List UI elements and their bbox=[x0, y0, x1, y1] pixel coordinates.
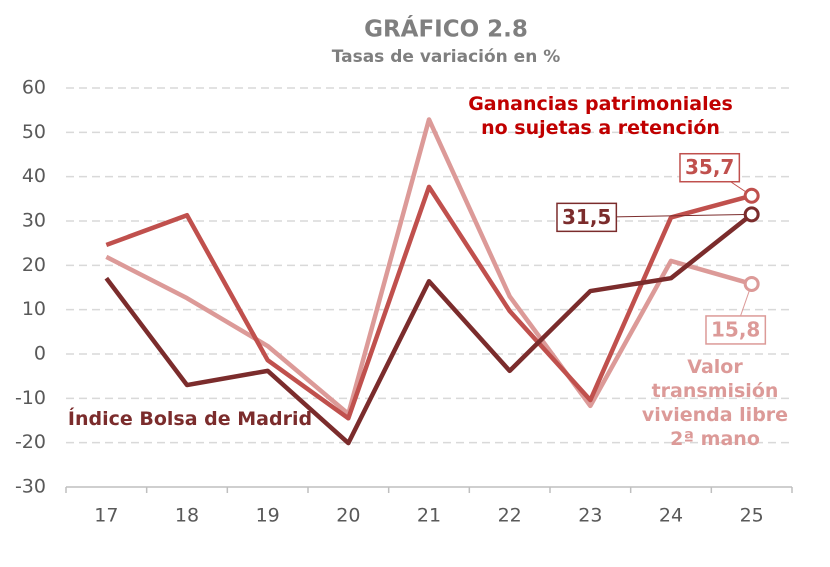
y-tick-label: 0 bbox=[34, 343, 46, 365]
value-label-box bbox=[705, 315, 767, 345]
x-tick-label: 21 bbox=[417, 505, 441, 527]
x-tick-label: 22 bbox=[498, 505, 522, 527]
value-label: 31,5 bbox=[556, 202, 752, 233]
value-label-text: 35,7 bbox=[685, 155, 734, 179]
y-tick-label: 50 bbox=[22, 121, 46, 143]
series-label: Ganancias patrimoniales no sujetas a ret… bbox=[468, 93, 733, 139]
series-label: Índice Bolsa de Madrid bbox=[67, 408, 313, 430]
series-line bbox=[105, 184, 753, 421]
y-tick-label: 10 bbox=[22, 298, 46, 320]
y-tick-label: 30 bbox=[22, 210, 46, 232]
chart-title: GRÁFICO 2.8 bbox=[364, 15, 528, 43]
series-label: Valor transmisión vivienda libre 2ª mano bbox=[641, 356, 789, 450]
y-tick-label: -10 bbox=[15, 387, 46, 409]
value-label-box bbox=[679, 152, 741, 183]
chart-subtitle: Tasas de variación en % bbox=[332, 47, 561, 67]
x-tick-label: 19 bbox=[256, 505, 280, 527]
series-line bbox=[105, 117, 753, 417]
value-label-box bbox=[556, 202, 618, 233]
y-tick-label: 60 bbox=[22, 77, 46, 99]
value-label-text: 31,5 bbox=[562, 205, 611, 229]
end-marker bbox=[743, 275, 760, 292]
end-marker bbox=[743, 206, 760, 223]
y-tick-label: 20 bbox=[22, 254, 46, 276]
value-label: 15,8 bbox=[705, 283, 767, 345]
x-tick-label: 24 bbox=[659, 505, 683, 527]
y-tick-label: 40 bbox=[22, 165, 46, 187]
x-tick-label: 25 bbox=[740, 505, 764, 527]
y-tick-label: -20 bbox=[15, 431, 46, 453]
series-line bbox=[104, 212, 754, 446]
y-tick-label: -30 bbox=[15, 476, 46, 498]
x-tick-label: 20 bbox=[336, 505, 360, 527]
x-tick-label: 23 bbox=[578, 505, 602, 527]
x-tick-label: 17 bbox=[94, 505, 118, 527]
x-tick-label: 18 bbox=[175, 505, 199, 527]
value-label: 35,7 bbox=[679, 152, 752, 197]
end-marker bbox=[743, 187, 760, 204]
value-label-text: 15,8 bbox=[711, 317, 760, 341]
